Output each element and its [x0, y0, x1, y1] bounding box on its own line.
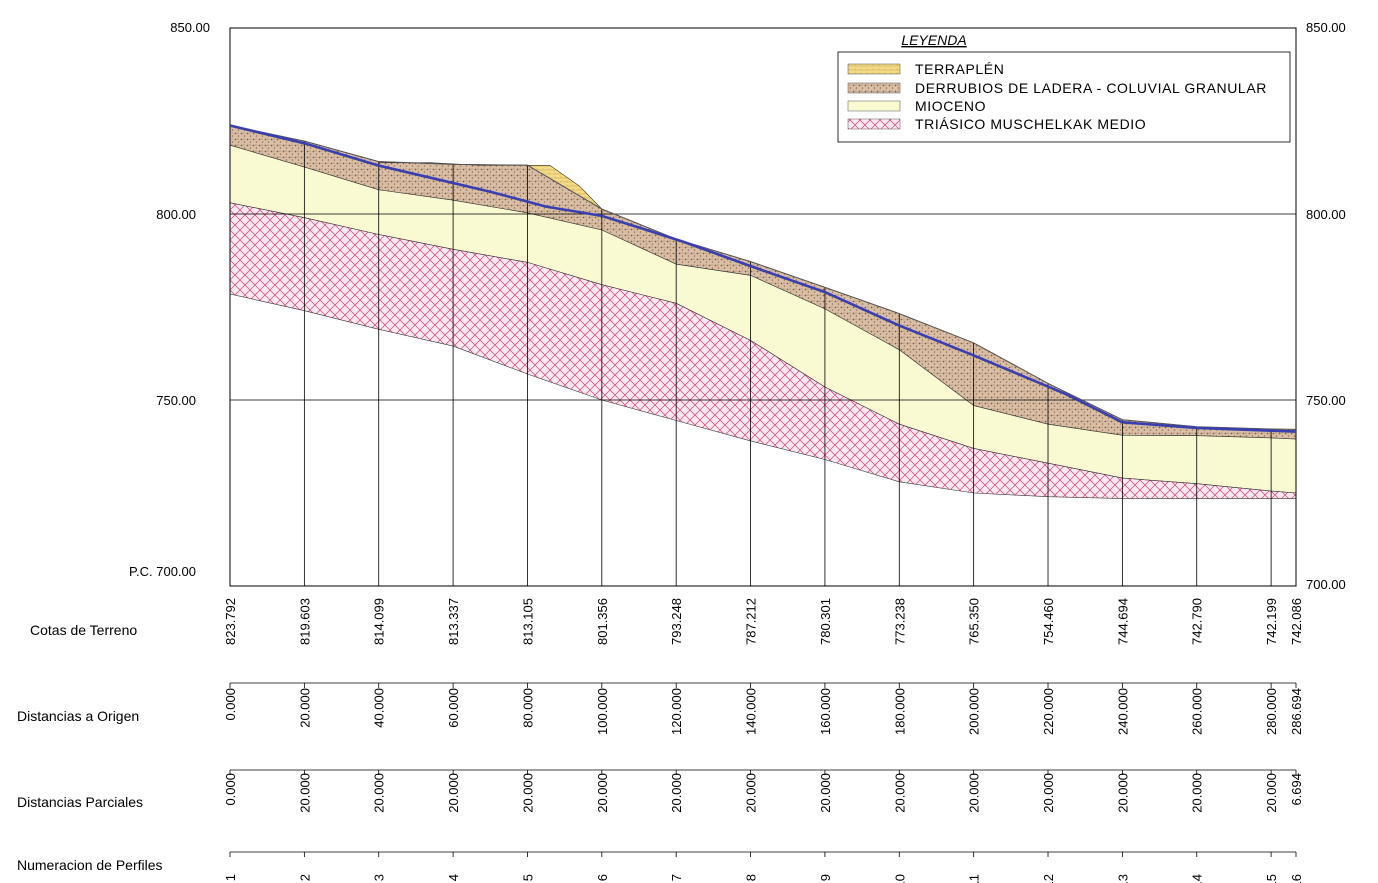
guitar-value-perfiles: 9	[818, 874, 833, 881]
guitar-value-perfiles: 10	[892, 874, 907, 883]
guitar-value-parciales: 20.000	[521, 773, 536, 813]
guitar-value-cotas: 765.350	[967, 598, 982, 645]
guitar-value-cotas: 819.603	[297, 598, 312, 645]
guitar-value-parciales: 20.000	[818, 773, 833, 813]
legend: LEYENDA TERRAPLÉN DERRUBIOS DE LADERA - …	[837, 32, 1291, 143]
y-tick-right-800: 800.00	[1306, 207, 1346, 222]
legend-title: LEYENDA	[901, 32, 966, 48]
row-label-parciales: Distancias Parciales	[17, 794, 143, 810]
guitar-value-perfiles: 11	[967, 874, 982, 883]
guitar-value-cotas: 813.105	[521, 598, 536, 645]
guitar-value-parciales: 20.000	[1190, 773, 1205, 813]
station-lines	[229, 125, 1297, 857]
guitar-value-perfiles: 3	[372, 874, 387, 881]
guitar-value-origen: 240.000	[1115, 688, 1130, 735]
legend-label-derrubios: DERRUBIOS DE LADERA - COLUVIAL GRANULAR	[915, 80, 1267, 96]
guitar-value-perfiles: 13	[1115, 874, 1130, 883]
guitar-value-parciales: 0.000	[223, 773, 238, 806]
y-tick-right-750: 750.00	[1306, 393, 1346, 408]
guitar-value-origen: 0.000	[223, 688, 238, 721]
guitar-value-cotas: 801.356	[595, 598, 610, 645]
guitar-value-parciales: 20.000	[669, 773, 684, 813]
guitar-value-parciales: 20.000	[1264, 773, 1279, 813]
guitar-value-perfiles: 16	[1289, 874, 1304, 883]
guitar-value-perfiles: 12	[1041, 874, 1056, 883]
guitar-value-parciales: 20.000	[372, 773, 387, 813]
guitar-value-origen: 286.694	[1289, 688, 1304, 735]
y-tick-left-800: 800.00	[156, 207, 196, 222]
guitar-value-parciales: 20.000	[744, 773, 759, 813]
guitar-value-origen: 180.000	[892, 688, 907, 735]
guitar-value-parciales: 20.000	[446, 773, 461, 813]
guitar-value-parciales: 20.000	[967, 773, 982, 813]
y-tick-left-750: 750.00	[156, 393, 196, 408]
guitar-value-cotas: 780.301	[818, 598, 833, 645]
guitar-value-perfiles: 8	[744, 874, 759, 881]
y-axis-right: 850.00 800.00 750.00 700.00	[1306, 20, 1346, 592]
guitar-value-cotas: 813.337	[446, 598, 461, 645]
guitar-value-cotas: 823.792	[223, 598, 238, 645]
guitar-value-origen: 100.000	[595, 688, 610, 735]
guitar-value-cotas: 742.086	[1289, 598, 1304, 645]
guitar-value-origen: 260.000	[1190, 688, 1205, 735]
profile-guitar-table: Cotas de Terreno Distancias a Origen Dis…	[17, 598, 1304, 883]
guitar-value-origen: 140.000	[744, 688, 759, 735]
legend-label-mioceno: MIOCENO	[915, 98, 986, 114]
guitar-value-perfiles: 2	[297, 874, 312, 881]
guitar-value-cotas: 754.460	[1041, 598, 1056, 645]
guitar-value-perfiles: 14	[1190, 874, 1205, 883]
guitar-value-perfiles: 5	[521, 874, 536, 881]
guitar-value-cotas: 742.199	[1264, 598, 1279, 645]
guitar-value-cotas: 787.212	[744, 598, 759, 645]
legend-swatch-triasico	[847, 118, 901, 130]
guitar-value-perfiles: 1	[223, 874, 238, 881]
guitar-value-origen: 60.000	[446, 688, 461, 728]
legend-box	[837, 51, 1291, 143]
y-tick-right-700: 700.00	[1306, 577, 1346, 592]
guitar-value-origen: 160.000	[818, 688, 833, 735]
guitar-value-parciales: 20.000	[892, 773, 907, 813]
geological-layers	[229, 125, 1297, 499]
guitar-value-cotas: 814.099	[372, 598, 387, 645]
legend-swatch-mioceno	[847, 100, 901, 112]
guitar-value-cotas: 744.694	[1115, 598, 1130, 645]
legend-label-terraplen: TERRAPLÉN	[915, 61, 1004, 77]
guitar-value-parciales: 20.000	[297, 773, 312, 813]
guitar-value-cotas: 773.238	[892, 598, 907, 645]
y-axis-left: 850.00 800.00 750.00 P.C. 700.00	[129, 20, 210, 579]
guitar-value-perfiles: 6	[595, 874, 610, 881]
guitar-value-parciales: 6.694	[1289, 773, 1304, 806]
guitar-value-perfiles: 7	[669, 874, 684, 881]
guitar-value-origen: 200.000	[967, 688, 982, 735]
guitar-value-cotas: 742.790	[1190, 598, 1205, 645]
y-tick-left-850: 850.00	[170, 20, 210, 35]
guitar-value-origen: 280.000	[1264, 688, 1279, 735]
guitar-values: 823.792 819.603 814.099 813.337 813.105 801.3…	[223, 598, 1304, 883]
guitar-value-origen: 40.000	[372, 688, 387, 728]
guitar-value-origen: 220.000	[1041, 688, 1056, 735]
row-label-perfiles: Numeracion de Perfiles	[17, 857, 163, 873]
guitar-value-perfiles: 15	[1264, 874, 1279, 883]
legend-label-triasico: TRIÁSICO MUSCHELKAK MEDIO	[915, 116, 1146, 132]
row-label-origen: Distancias a Origen	[17, 708, 139, 724]
terrain-line	[229, 125, 1297, 430]
guitar-value-origen: 120.000	[669, 688, 684, 735]
guitar-value-perfiles: 4	[446, 874, 461, 881]
guitar-value-parciales: 20.000	[1041, 773, 1056, 813]
y-tick-left-700: P.C. 700.00	[129, 564, 196, 579]
y-tick-right-850: 850.00	[1306, 20, 1346, 35]
guitar-value-parciales: 20.000	[595, 773, 610, 813]
guitar-value-origen: 20.000	[297, 688, 312, 728]
profile-lines	[229, 124, 1297, 433]
guitar-value-origen: 80.000	[521, 688, 536, 728]
legend-swatch-terraplen	[847, 63, 901, 75]
legend-swatch-derrubios	[847, 82, 901, 94]
row-label-cotas: Cotas de Terreno	[30, 622, 137, 638]
guitar-value-parciales: 20.000	[1115, 773, 1130, 813]
guitar-value-cotas: 793.248	[669, 598, 684, 645]
project-grade-line	[229, 124, 1297, 433]
